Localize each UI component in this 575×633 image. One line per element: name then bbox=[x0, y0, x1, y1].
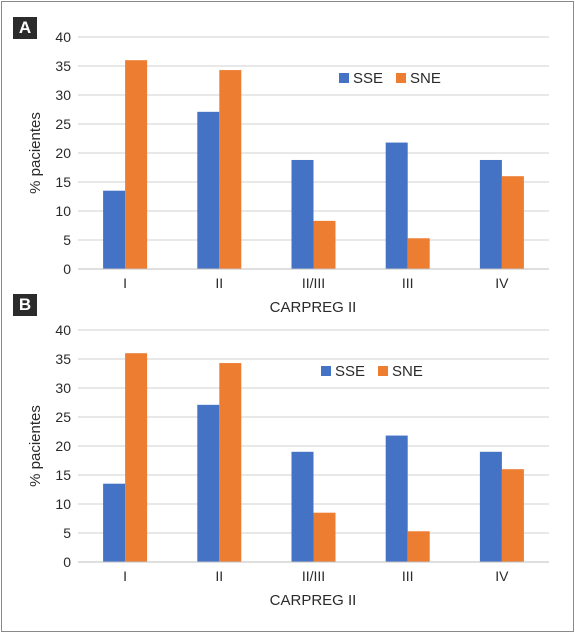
panel-label-b: B bbox=[13, 294, 37, 316]
bar-sne-ii bbox=[219, 70, 242, 269]
x-tick-label: II bbox=[215, 568, 223, 584]
x-axis-title: CARPREG II bbox=[270, 299, 357, 316]
y-tick-label: 15 bbox=[55, 174, 71, 190]
bar-sse-ii bbox=[197, 404, 220, 562]
y-tick-label: 0 bbox=[63, 554, 71, 570]
y-tick-label: 30 bbox=[55, 380, 71, 396]
y-tick-label: 35 bbox=[55, 351, 71, 367]
bar-sne-iii bbox=[407, 238, 430, 269]
y-tick-label: 20 bbox=[55, 145, 71, 161]
x-tick-label: III bbox=[402, 275, 414, 291]
y-tick-label: 40 bbox=[55, 29, 71, 45]
legend-swatch-sse bbox=[321, 366, 331, 376]
x-tick-label: I bbox=[123, 568, 127, 584]
legend-swatch-sne bbox=[378, 366, 388, 376]
y-tick-label: 10 bbox=[55, 496, 71, 512]
y-tick-label: 5 bbox=[63, 232, 71, 248]
y-tick-label: 5 bbox=[63, 525, 71, 541]
x-tick-label: I bbox=[123, 275, 127, 291]
y-axis-title: % pacientes bbox=[27, 405, 44, 487]
x-axis-title: CARPREG II bbox=[270, 592, 357, 609]
y-tick-label: 20 bbox=[55, 438, 71, 454]
y-tick-label: 0 bbox=[63, 261, 71, 277]
bar-sse-i bbox=[103, 483, 126, 562]
y-tick-label: 30 bbox=[55, 87, 71, 103]
x-tick-label: IV bbox=[495, 568, 509, 584]
chart-panel-b: B 0 5 10 15 20 25 30 35 40 I II II/III III IV CARPREG … bbox=[0, 294, 575, 624]
bar-sse-ii bbox=[197, 111, 220, 269]
y-tick-label: 40 bbox=[55, 322, 71, 338]
y-tick-label: 35 bbox=[55, 58, 71, 74]
bar-sse-iv bbox=[479, 451, 502, 562]
y-tick-label: 15 bbox=[55, 467, 71, 483]
bar-sne-iv bbox=[501, 176, 524, 269]
bar-sse-ii-iii bbox=[291, 159, 314, 269]
bar-sse-iii bbox=[385, 435, 408, 562]
bar-sne-ii-iii bbox=[313, 220, 336, 269]
bar-sne-i bbox=[125, 60, 148, 270]
bar-sne-iii bbox=[407, 531, 430, 562]
chart-panel-a: A 0 5 10 15 20 25 30 35 40 I II II/III III IV CARPREG … bbox=[13, 17, 549, 316]
bar-sne-ii bbox=[219, 363, 242, 562]
legend-label-sse: SSE bbox=[353, 70, 383, 87]
x-tick-label: III bbox=[402, 568, 414, 584]
legend-label-sne: SNE bbox=[410, 70, 441, 87]
y-tick-label: 25 bbox=[55, 409, 71, 425]
x-tick-label: IV bbox=[495, 275, 509, 291]
bar-sne-iv bbox=[501, 469, 524, 562]
bar-sne-i bbox=[125, 353, 148, 562]
x-tick-label: II/III bbox=[302, 275, 325, 291]
panel-label-a: A bbox=[13, 17, 37, 39]
bar-sne-ii-iii bbox=[313, 512, 336, 562]
legend-label-sne: SNE bbox=[392, 363, 423, 380]
x-tick-label: II bbox=[215, 275, 223, 291]
x-tick-label: II/III bbox=[302, 568, 325, 584]
y-tick-label: 10 bbox=[55, 203, 71, 219]
y-axis-title: % pacientes bbox=[27, 112, 44, 194]
y-tick-label: 25 bbox=[55, 116, 71, 132]
bar-sse-iii bbox=[385, 142, 408, 269]
bar-sse-ii-iii bbox=[291, 451, 314, 562]
legend-swatch-sse bbox=[339, 73, 349, 83]
bar-sse-iv bbox=[479, 159, 502, 269]
bar-sse-i bbox=[103, 190, 126, 269]
legend-swatch-sne bbox=[396, 73, 406, 83]
legend-label-sse: SSE bbox=[335, 363, 365, 380]
